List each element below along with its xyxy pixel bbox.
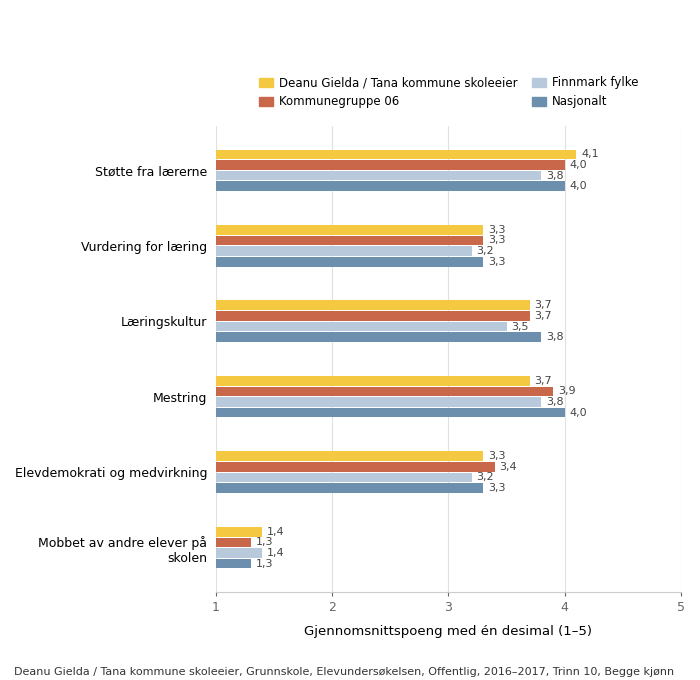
Text: 3,3: 3,3	[488, 235, 505, 245]
Text: 3,8: 3,8	[546, 397, 564, 407]
Text: 3,3: 3,3	[488, 225, 505, 235]
Bar	[216, 408, 565, 418]
Bar	[216, 548, 262, 558]
Bar	[216, 333, 542, 342]
Bar	[216, 537, 251, 547]
Text: 4,0: 4,0	[569, 160, 587, 170]
Bar	[216, 160, 565, 170]
Text: 3,8: 3,8	[546, 171, 564, 181]
Bar	[216, 171, 542, 180]
Bar	[216, 225, 483, 235]
Text: 3,3: 3,3	[488, 483, 505, 493]
Bar	[216, 257, 483, 267]
Bar	[216, 235, 483, 245]
Text: 4,0: 4,0	[569, 407, 587, 418]
Bar	[216, 462, 495, 472]
Bar	[216, 386, 553, 396]
Bar	[216, 483, 483, 493]
Bar	[216, 527, 262, 537]
Legend: Deanu Gielda / Tana kommune skoleeier, Kommunegruppe 06, Finnmark fylke, Nasjona: Deanu Gielda / Tana kommune skoleeier, K…	[259, 76, 638, 108]
Text: 3,9: 3,9	[558, 386, 575, 396]
Text: 1,3: 1,3	[256, 558, 273, 568]
Text: 4,0: 4,0	[569, 181, 587, 191]
Text: 3,7: 3,7	[535, 311, 552, 321]
Text: 3,2: 3,2	[476, 473, 494, 483]
Bar	[216, 473, 472, 482]
Text: 3,8: 3,8	[546, 332, 564, 342]
Bar	[216, 150, 576, 159]
Bar	[216, 246, 472, 256]
Text: 3,7: 3,7	[535, 301, 552, 310]
Text: 4,1: 4,1	[581, 150, 598, 159]
Bar	[216, 322, 507, 331]
X-axis label: Gjennomsnittspoeng med én desimal (1–5): Gjennomsnittspoeng med én desimal (1–5)	[304, 625, 592, 638]
Bar	[216, 452, 483, 461]
Text: 1,4: 1,4	[267, 548, 285, 558]
Bar	[216, 301, 530, 310]
Bar	[216, 311, 530, 321]
Bar	[216, 397, 542, 407]
Text: 3,2: 3,2	[476, 246, 494, 256]
Text: 3,3: 3,3	[488, 256, 505, 267]
Text: 1,4: 1,4	[267, 527, 285, 537]
Bar	[216, 182, 565, 191]
Text: 3,3: 3,3	[488, 452, 505, 461]
Bar	[216, 559, 251, 568]
Text: 3,7: 3,7	[535, 376, 552, 386]
Text: 3,4: 3,4	[500, 462, 517, 472]
Text: 3,5: 3,5	[511, 322, 528, 332]
Text: Deanu Gielda / Tana kommune skoleeier, Grunnskole, Elevundersøkelsen, Offentlig,: Deanu Gielda / Tana kommune skoleeier, G…	[14, 666, 674, 677]
Text: 1,3: 1,3	[256, 537, 273, 547]
Bar	[216, 376, 530, 386]
